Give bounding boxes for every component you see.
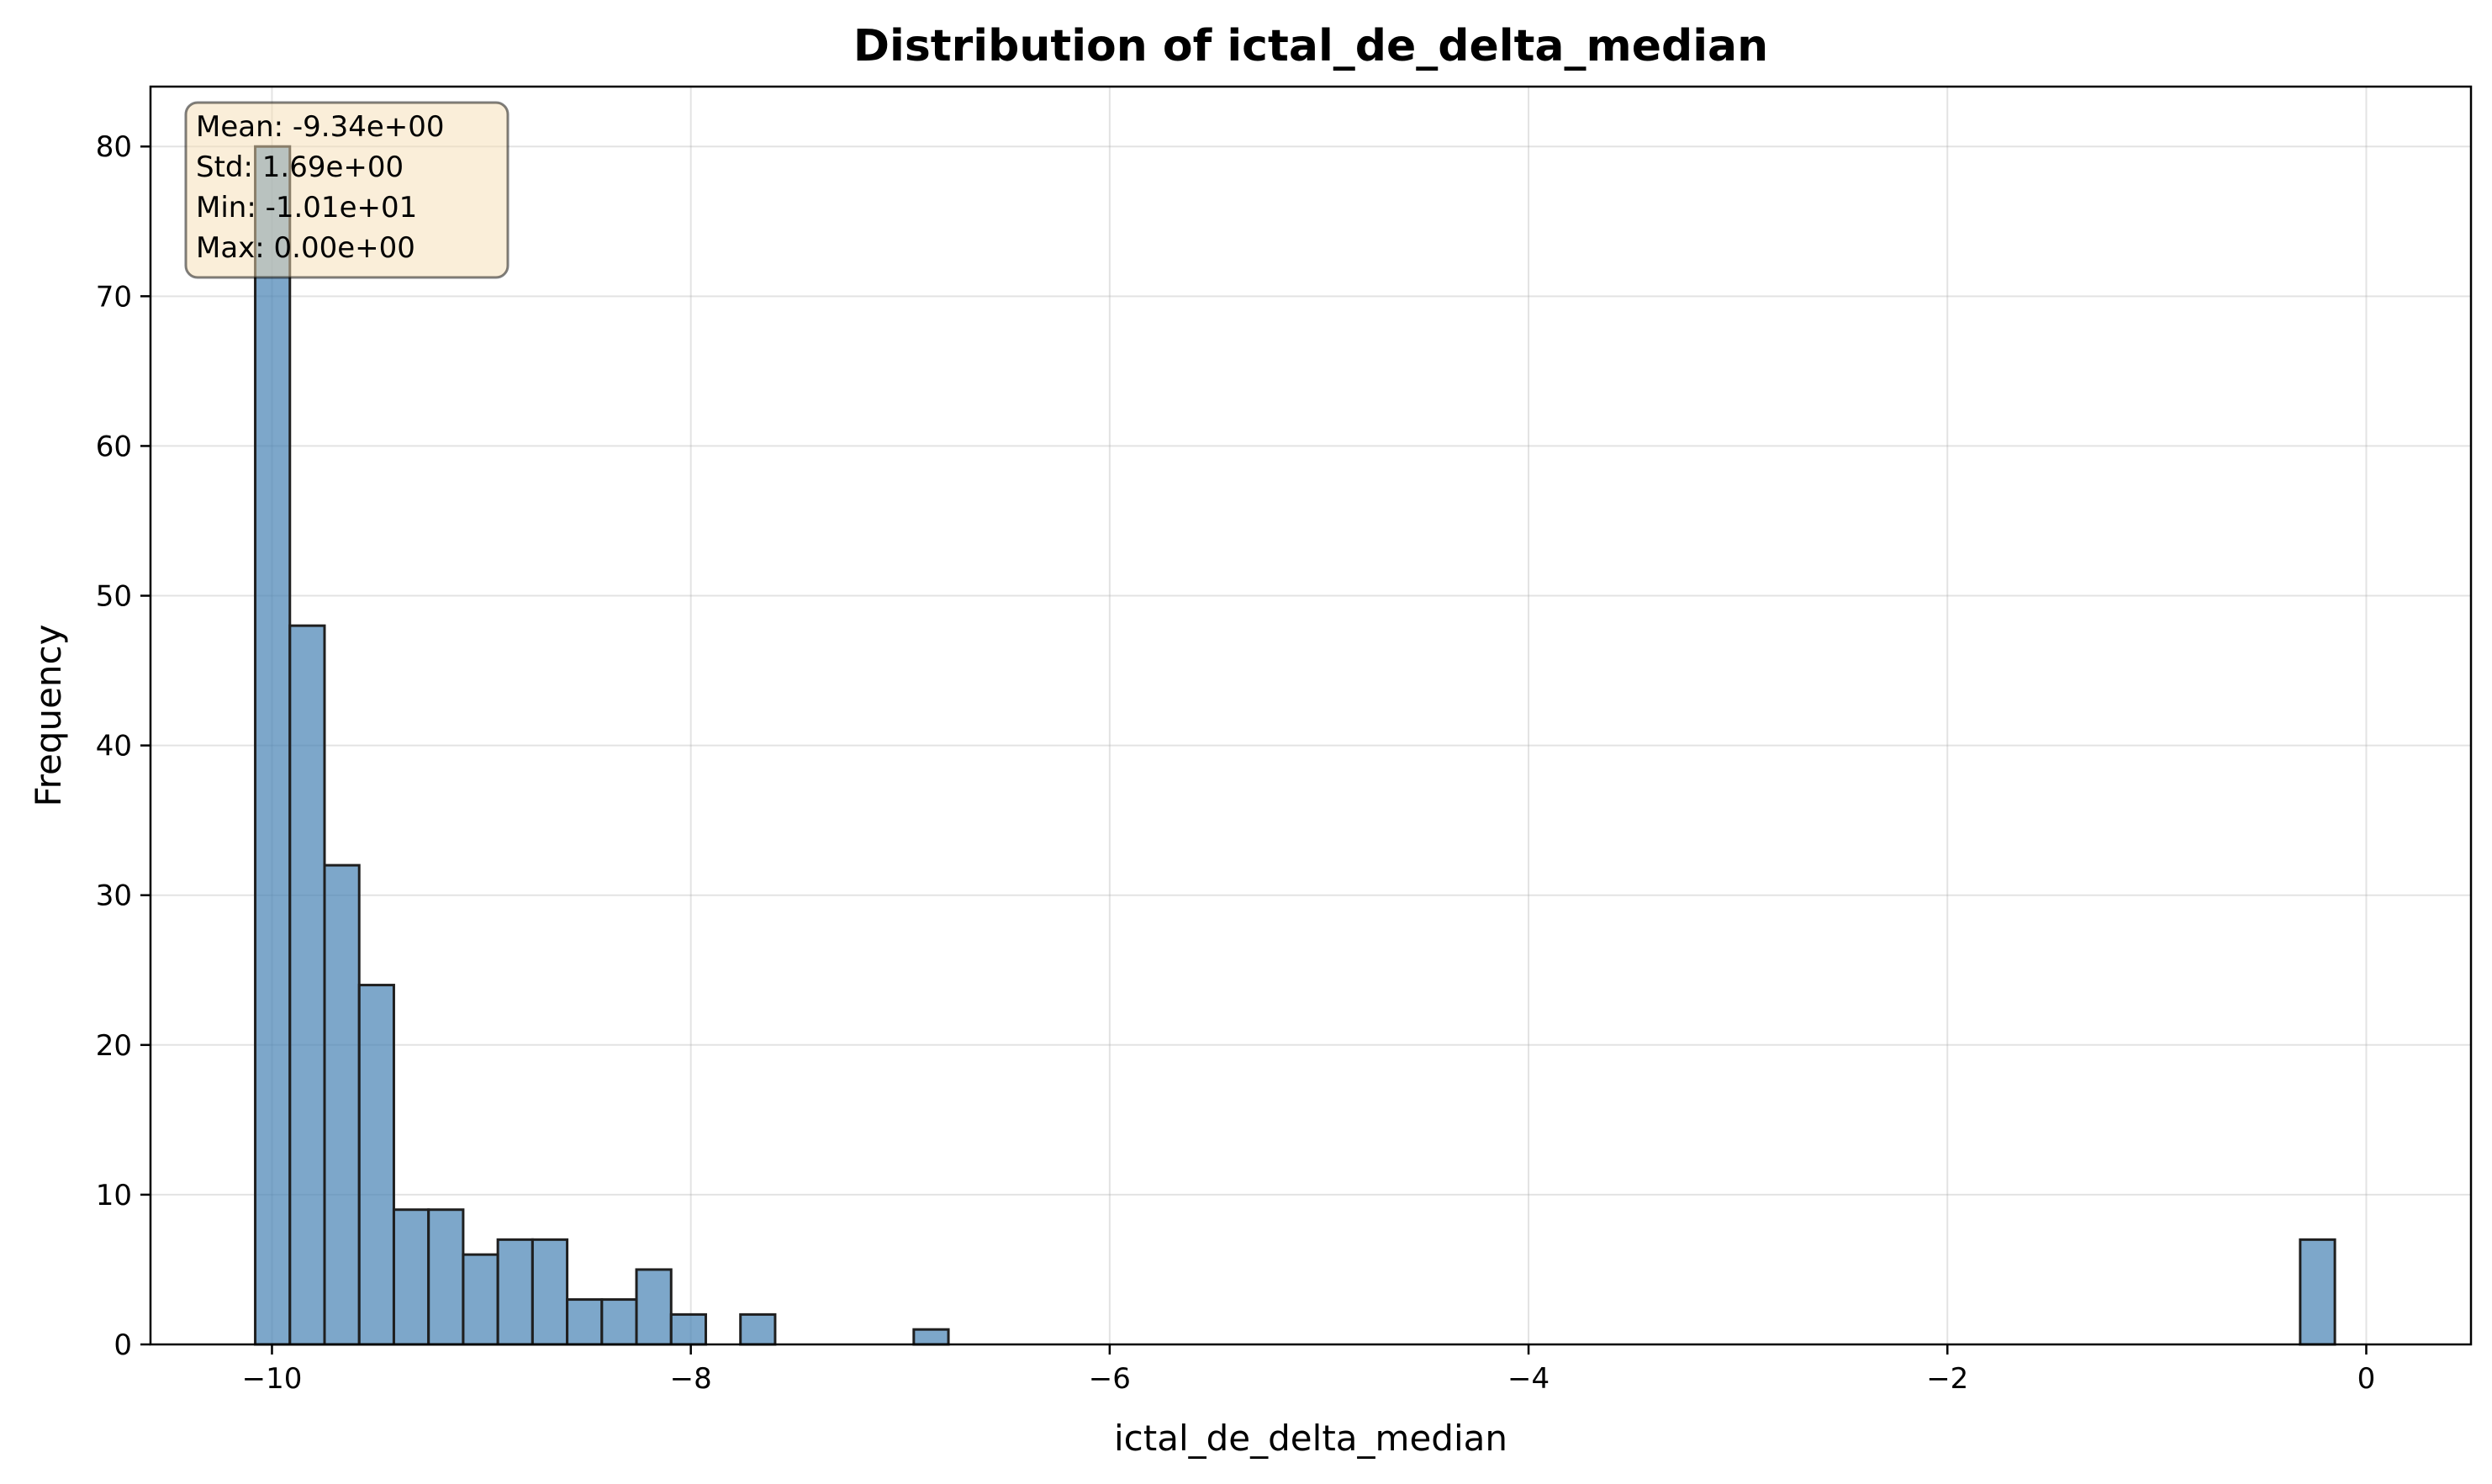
stats-std: Std: 1.69e+00 — [196, 151, 404, 184]
plot-frame — [149, 85, 2473, 1346]
y-axis-label: Frequency — [28, 625, 69, 807]
x-tick-label: −2 — [1926, 1362, 1968, 1396]
y-tick-label: 30 — [96, 879, 132, 913]
histogram-bar — [600, 1298, 638, 1346]
y-tick-label: 40 — [96, 730, 132, 763]
histogram-bar — [496, 1238, 534, 1346]
histogram-bar — [635, 1268, 673, 1346]
histogram-bars — [254, 145, 2336, 1346]
y-tick-label: 70 — [96, 280, 132, 314]
y-tick-label: 60 — [96, 430, 132, 463]
y-tick-label: 80 — [96, 130, 132, 164]
histogram-bar — [427, 1208, 465, 1346]
stats-min: Min: -1.01e+01 — [196, 191, 417, 224]
x-tick-label: −10 — [242, 1362, 303, 1396]
y-tick-label: 10 — [96, 1179, 132, 1212]
histogram-bar — [357, 984, 395, 1346]
stats-max: Max: 0.00e+00 — [196, 231, 415, 265]
x-tick-label: −4 — [1507, 1362, 1550, 1396]
x-axis-ticks: −10 −8 −6 −4 −2 0 — [242, 1344, 2376, 1396]
y-tick-label: 50 — [96, 580, 132, 614]
y-tick-label: 0 — [114, 1328, 132, 1362]
stats-box: Mean: -9.34e+00 Std: 1.69e+00 Min: -1.01… — [184, 101, 509, 279]
histogram-bar — [566, 1298, 604, 1346]
histogram-bar — [254, 145, 292, 1346]
histogram-bar — [531, 1238, 569, 1346]
histogram-bar — [288, 624, 326, 1346]
stats-box-background — [184, 101, 509, 279]
x-tick-label: −8 — [670, 1362, 712, 1396]
histogram-bar — [739, 1312, 777, 1346]
histogram-bar — [462, 1253, 499, 1346]
histogram-bar — [392, 1208, 430, 1346]
y-axis-ticks: 0 10 20 30 40 50 60 70 80 — [96, 130, 150, 1362]
chart-title: Distribution of ictal_de_delta_median — [853, 21, 1768, 71]
histogram-bar — [2299, 1238, 2336, 1346]
x-tick-label: −6 — [1089, 1362, 1131, 1396]
grid-lines — [150, 87, 2471, 1345]
stats-mean: Mean: -9.34e+00 — [196, 110, 445, 144]
histogram-bar — [912, 1328, 950, 1346]
y-tick-label: 20 — [96, 1029, 132, 1063]
x-tick-label: 0 — [2357, 1362, 2376, 1396]
x-axis-label: ictal_de_delta_median — [1114, 1418, 1507, 1459]
histogram-bar — [669, 1312, 707, 1346]
histogram-bar — [323, 863, 361, 1346]
